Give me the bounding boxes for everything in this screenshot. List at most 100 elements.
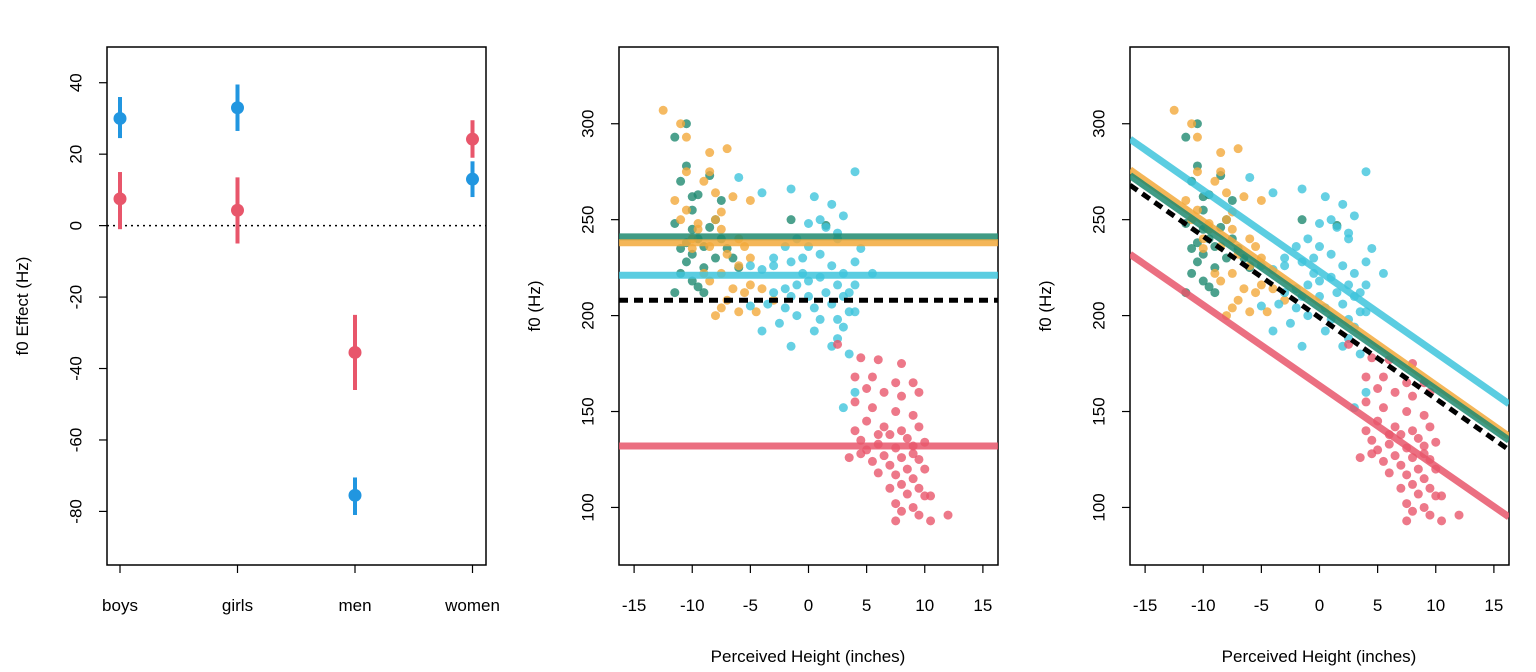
data-point-orange xyxy=(1216,167,1226,177)
data-point-orange xyxy=(1216,148,1226,158)
data-point-orange xyxy=(699,176,709,186)
data-point-teal xyxy=(670,132,680,142)
data-point-red xyxy=(879,451,889,461)
data-point-orange xyxy=(1221,188,1231,198)
data-point-orange xyxy=(728,284,738,294)
data-point-red xyxy=(902,464,912,474)
data-point-orange xyxy=(1221,215,1231,225)
data-point-teal xyxy=(687,276,697,286)
data-point-cyan xyxy=(1280,253,1290,263)
data-point-red xyxy=(1378,403,1388,413)
data-point-cyan xyxy=(1326,215,1336,225)
group-fit-line xyxy=(1130,136,1509,407)
data-point-cyan xyxy=(844,349,854,359)
data-point-red xyxy=(902,433,912,443)
x-tick-label: -10 xyxy=(680,596,705,615)
data-point-red xyxy=(1396,483,1406,493)
data-point-orange xyxy=(1187,119,1197,129)
data-point-red xyxy=(897,453,907,463)
data-point-cyan xyxy=(1280,261,1290,271)
data-point-red xyxy=(1408,426,1418,436)
data-point-cyan xyxy=(827,199,837,209)
data-point-cyan xyxy=(1361,167,1371,177)
data-point-cyan xyxy=(1303,311,1313,321)
data-point-cyan xyxy=(1361,257,1371,267)
data-point-red xyxy=(1361,426,1371,436)
data-point-orange xyxy=(670,195,680,205)
data-point-cyan xyxy=(1297,341,1307,351)
data-point-cyan xyxy=(1320,326,1330,336)
data-point-teal xyxy=(716,195,726,205)
data-point-red xyxy=(862,383,872,393)
data-point-red xyxy=(897,506,907,516)
data-point-red xyxy=(1413,464,1423,474)
x-tick-label: girls xyxy=(222,596,253,615)
estimate-point xyxy=(113,111,127,125)
data-point-orange xyxy=(1227,224,1237,234)
x-tick-label: 5 xyxy=(1373,596,1382,615)
y-tick-label: -60 xyxy=(66,428,85,453)
data-point-teal xyxy=(1192,257,1202,267)
data-point-cyan xyxy=(809,326,819,336)
data-point-red xyxy=(850,372,860,382)
data-point-cyan xyxy=(833,280,843,290)
data-point-cyan xyxy=(1355,349,1365,359)
plot-area: -15 -10 -5 0 5 10 15 100 150 200 250 300 xyxy=(578,105,998,615)
data-point-cyan xyxy=(856,243,866,253)
data-point-red xyxy=(914,483,924,493)
data-point-red xyxy=(1378,456,1388,466)
data-point-red xyxy=(873,355,883,365)
data-point-red xyxy=(908,449,918,459)
data-point-red xyxy=(1419,502,1429,512)
data-point-cyan xyxy=(786,257,796,267)
data-point-orange xyxy=(716,303,726,313)
data-point-cyan xyxy=(1326,249,1336,259)
plot-inner xyxy=(619,105,998,526)
data-point-cyan xyxy=(1338,199,1348,209)
data-point-red xyxy=(1413,433,1423,443)
data-point-cyan xyxy=(757,188,767,198)
data-point-red xyxy=(1408,391,1418,401)
data-point-orange xyxy=(1245,307,1255,317)
panel-f0-effect: -80 -60 -40 -20 0 20 40 boys girls men women f0 Ef… xyxy=(13,46,500,615)
data-point-red xyxy=(1419,474,1429,484)
data-point-red xyxy=(856,353,866,363)
data-point-red xyxy=(897,391,907,401)
data-point-red xyxy=(891,378,901,388)
data-point-red xyxy=(879,387,889,397)
data-point-orange xyxy=(1216,276,1226,286)
data-point-cyan xyxy=(1338,261,1348,271)
data-point-cyan xyxy=(1245,172,1255,182)
x-tick-label: -5 xyxy=(743,596,758,615)
data-point-red xyxy=(1425,510,1435,520)
data-point-orange xyxy=(728,192,738,202)
y-tick-label: 300 xyxy=(1089,110,1108,138)
overall-fit-line xyxy=(1130,183,1509,452)
data-point-red xyxy=(920,464,930,474)
estimate-point xyxy=(231,203,244,217)
data-point-red xyxy=(914,454,924,464)
data-point-red xyxy=(850,426,860,436)
data-point-red xyxy=(1373,383,1383,393)
data-point-orange xyxy=(722,144,732,154)
data-point-orange xyxy=(722,249,732,259)
data-point-teal xyxy=(676,176,686,186)
x-tick-label: 10 xyxy=(915,596,934,615)
data-point-red xyxy=(1402,470,1412,480)
estimate-point xyxy=(231,101,244,115)
data-point-cyan xyxy=(850,280,860,290)
data-point-orange xyxy=(705,167,715,177)
data-point-cyan xyxy=(815,249,825,259)
data-point-orange xyxy=(745,280,755,290)
data-point-red xyxy=(891,499,901,509)
data-point-red xyxy=(1390,422,1400,432)
data-point-orange xyxy=(751,307,761,317)
data-point-teal xyxy=(1297,215,1307,225)
data-point-orange xyxy=(740,288,750,298)
y-tick-label: 150 xyxy=(1089,397,1108,425)
data-point-orange xyxy=(1251,288,1261,298)
data-point-teal xyxy=(1210,288,1220,298)
data-point-orange xyxy=(676,215,686,225)
data-point-red xyxy=(867,372,877,382)
